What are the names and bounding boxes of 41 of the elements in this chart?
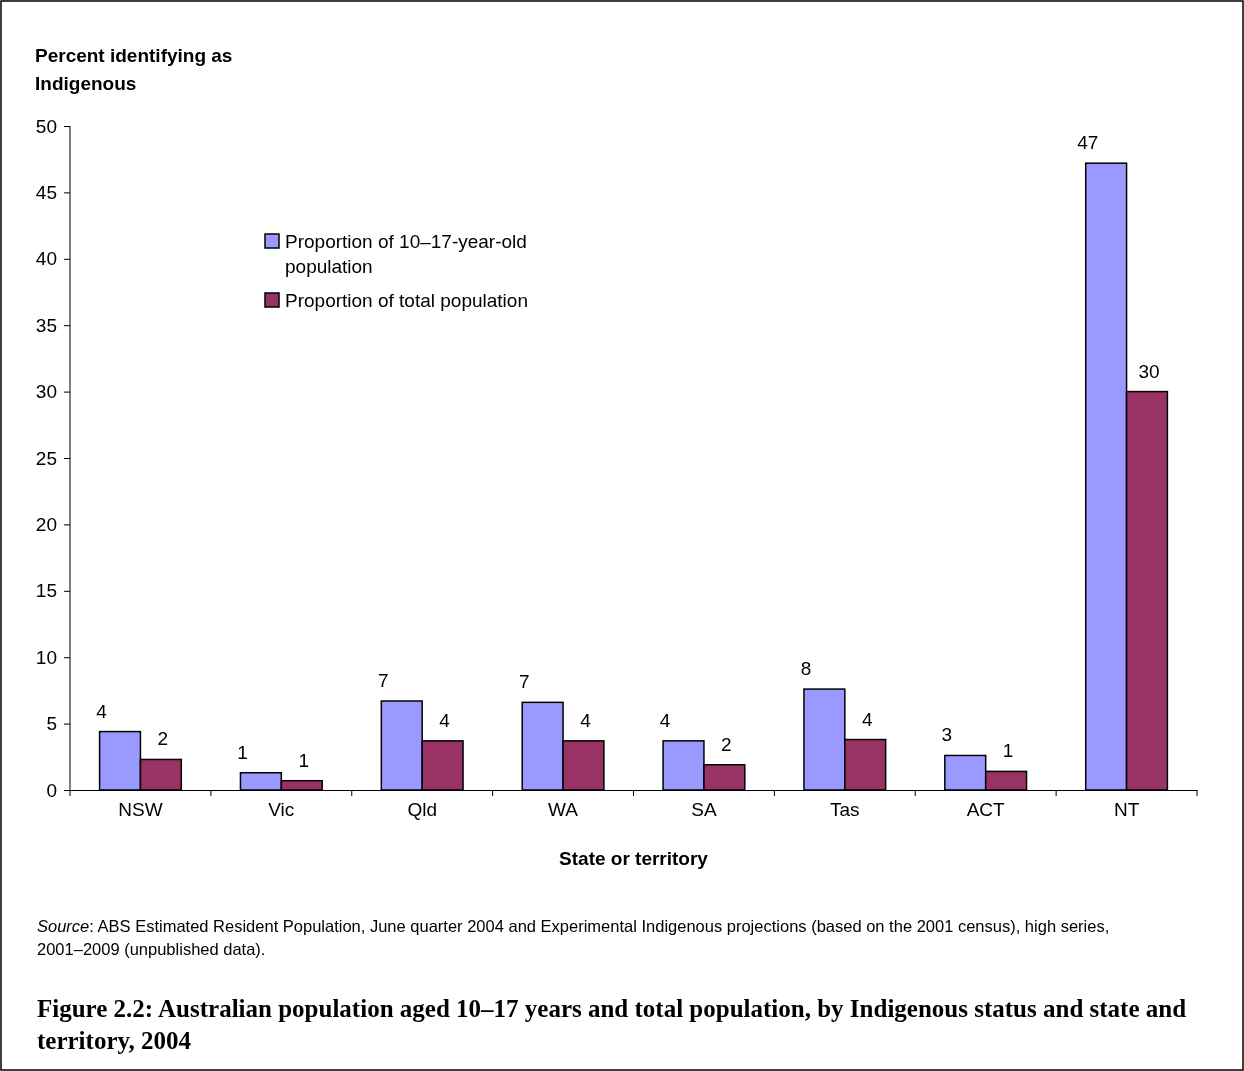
y-tick-label: 45 [35, 181, 57, 203]
y-tick-label: 20 [35, 513, 57, 535]
data-label: 7 [378, 670, 389, 692]
y-tick-label: 0 [46, 779, 57, 801]
x-tick-label: Vic [268, 798, 295, 820]
data-label: 3 [941, 724, 953, 746]
x-tick-label: Qld [407, 798, 437, 820]
data-label: 1 [1002, 740, 1014, 762]
y-tick-label: 15 [35, 580, 57, 602]
y-axis-title: Percent identifying as Indigenous [35, 45, 233, 94]
y-tick-label: 35 [35, 314, 57, 336]
y-tick-label: 30 [35, 381, 57, 403]
data-label: 1 [237, 741, 248, 763]
y-tick-label: 25 [35, 447, 57, 469]
source-note: Source: ABS Estimated Resident Population, June quarter 2004 and Experimental Indigenous projections (based on the 2001 census), high series, 2001–2009 (unpublished data). [37, 917, 1110, 958]
data-label: 1 [298, 749, 310, 771]
y-tick-label: 50 [35, 115, 57, 137]
x-tick-label: NSW [118, 798, 163, 820]
x-tick-label: NT [1113, 798, 1140, 820]
data-label: 4 [96, 700, 108, 722]
text: Figure 2.2: Australian population aged 10–17 years and total population, by Indigenous status and state and territory, 2004 [37, 995, 1187, 1054]
data-label: 2 [157, 728, 169, 750]
legend-label: Proportion of 10–17-year-old population [285, 231, 527, 277]
data-label: 47 [1077, 132, 1099, 154]
data-label: 4 [659, 709, 671, 731]
data-label: 7 [518, 671, 530, 693]
y-tick-label: 10 [35, 646, 57, 668]
legend-label: Proportion of total population [285, 290, 528, 311]
y-tick-label: 5 [46, 713, 57, 735]
x-tick-label: ACT [966, 798, 1006, 820]
x-tick-label: SA [691, 798, 717, 820]
data-label: 30 [1138, 360, 1160, 382]
data-label: 8 [800, 658, 812, 680]
x-tick-label: WA [548, 798, 579, 820]
y-tick-label: 40 [35, 248, 57, 270]
data-label: 4 [580, 709, 592, 731]
data-label: 4 [861, 708, 873, 730]
data-label: 2 [721, 733, 732, 755]
x-tick-label: Tas [830, 798, 860, 820]
data-label: 4 [439, 709, 451, 731]
x-axis-title: State or territory [559, 848, 709, 869]
